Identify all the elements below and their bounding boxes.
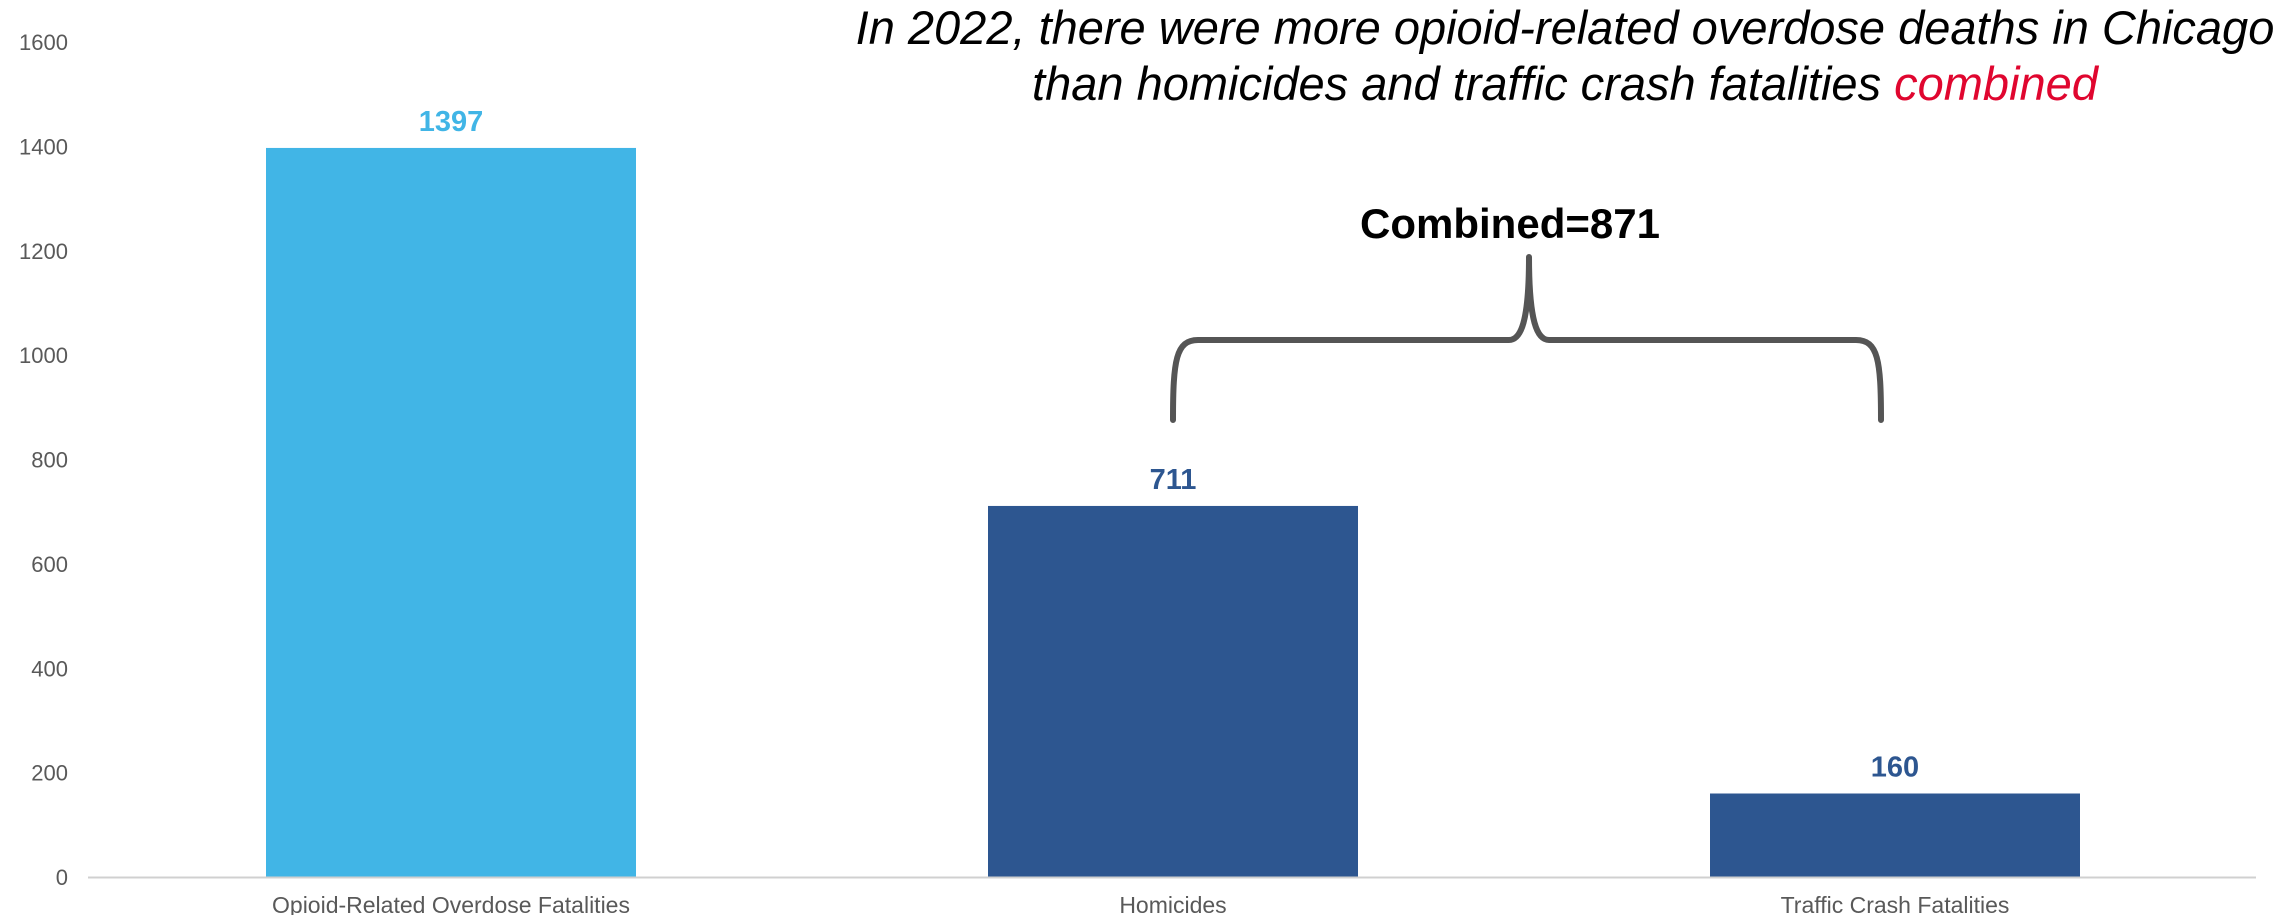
bars-group [266, 147, 2080, 878]
combined-annotation-text: Combined=871 [1360, 200, 1660, 247]
y-tick-label: 600 [31, 552, 68, 577]
category-labels-group: Opioid-Related Overdose Fatalities Homici… [272, 892, 2009, 915]
y-tick-label: 0 [56, 865, 68, 890]
category-label: Traffic Crash Fatalities [1781, 892, 2010, 915]
y-tick-label: 400 [31, 656, 68, 681]
chart-title-line-2: than homicides and traffic crash fatalit… [1032, 57, 2100, 110]
value-labels-group: 1397 711 160 [419, 106, 1919, 784]
bar-value-label: 160 [1871, 752, 1919, 784]
chart-title-line-1: In 2022, there were more opioid-related … [856, 1, 2275, 54]
combined-brace [1170, 254, 1884, 423]
y-tick-label: 1200 [19, 239, 68, 264]
bar-value-label: 711 [1150, 464, 1197, 496]
category-label: Homicides [1119, 892, 1226, 915]
category-label: Opioid-Related Overdose Fatalities [272, 892, 630, 915]
y-tick-label: 1000 [19, 343, 68, 368]
y-tick-label: 200 [31, 761, 68, 786]
bar-value-label: 1397 [419, 106, 484, 138]
bar [1710, 793, 2080, 877]
y-tick-label: 1600 [19, 30, 68, 55]
y-axis-tick-labels: 0 200 400 600 800 1000 1200 1400 1600 [19, 30, 68, 890]
bar [988, 505, 1358, 877]
chart-title-highlight: combined [1894, 57, 2100, 110]
bar [266, 147, 636, 878]
y-tick-label: 1400 [19, 134, 68, 159]
y-tick-label: 800 [31, 448, 68, 473]
chart-title-line-2-prefix: than homicides and traffic crash fatalit… [1032, 57, 1894, 110]
